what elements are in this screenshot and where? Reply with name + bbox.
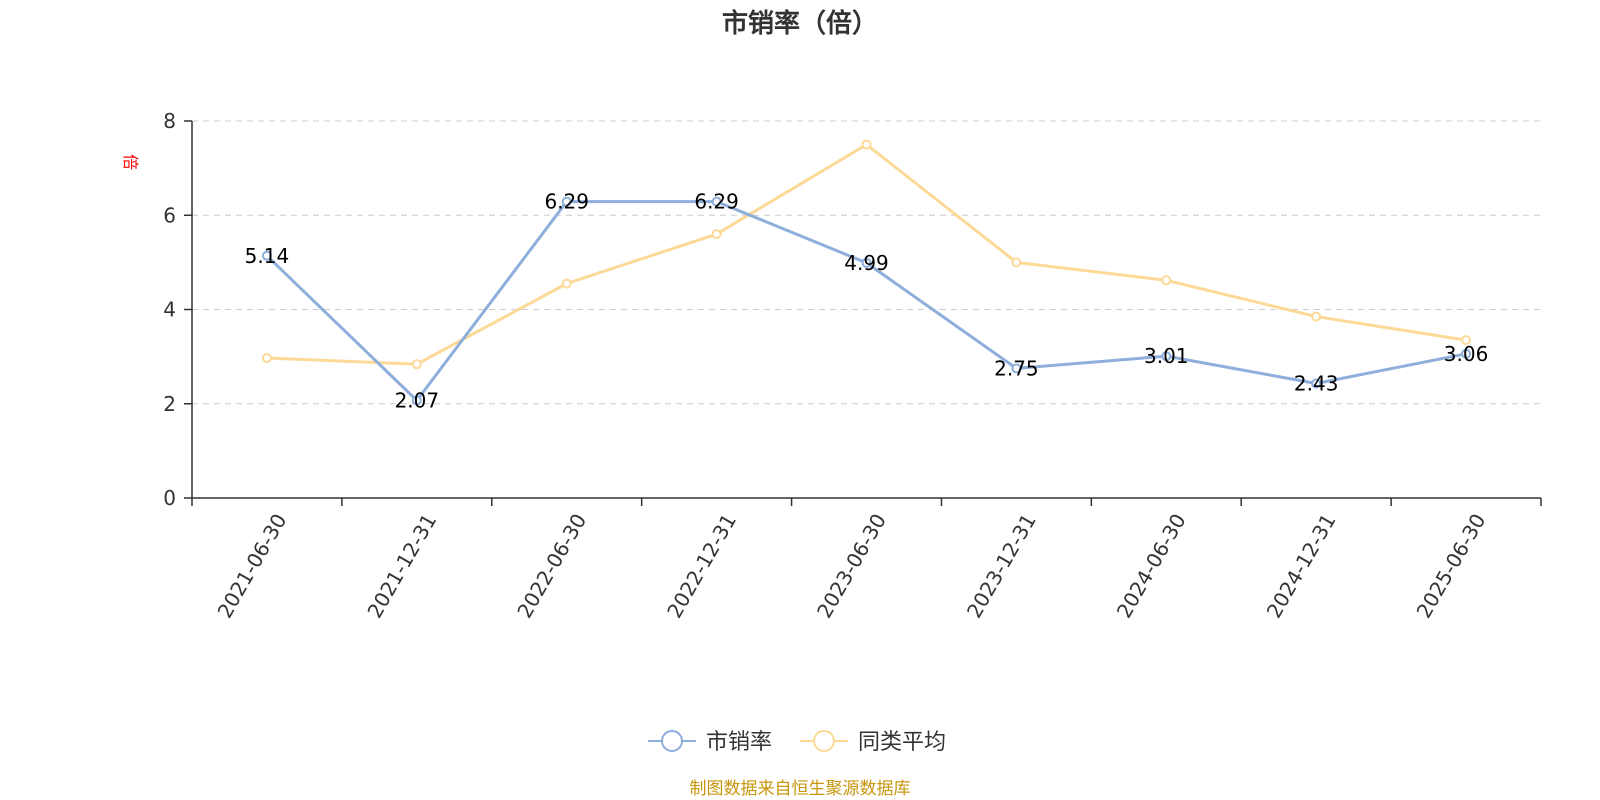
data-label-7: 2.43 [1294,371,1339,395]
series-1-point-8 [1461,335,1472,346]
series-1-point-2 [561,278,572,289]
series-0-point-8 [1461,348,1472,359]
series-line-0 [265,200,1467,402]
x-tick-label-7: 2024-12-31 [1262,510,1341,623]
data-label-2: 6.29 [544,190,589,214]
series-0-point-6 [1161,351,1172,362]
chart-title: 市销率（倍） [722,8,878,39]
legend-marker-circle-1 [813,730,835,752]
y-tick-label-4: 8 [163,109,176,133]
y-tick-label-2: 4 [163,298,176,322]
series-0-point-5 [1011,363,1022,374]
y-tick-label-3: 6 [163,203,176,227]
x-tick-label-5: 2023-12-31 [962,510,1041,623]
data-label-8: 3.06 [1444,342,1489,366]
series-1-point-0 [261,353,272,364]
legend-item-series-0[interactable]: 市销率 [648,730,772,755]
series-0-point-0 [261,250,272,261]
axes: 0 2 4 6 8 2021-06-30 2021-12-31 2022-06-30 2022-… [163,109,1542,623]
source-note: 制图数据来自恒生聚源数据库 [690,779,911,799]
y-tick-label-1: 2 [163,392,176,416]
x-tick-label-8: 2025-06-30 [1412,510,1491,623]
y-tick-label-0: 0 [163,486,176,510]
series-1-point-3 [711,229,722,240]
series-1-point-1 [411,359,422,370]
data-label-5: 2.75 [994,356,1039,380]
y-axis-label: 倍 [121,154,140,170]
x-tick-label-6: 2024-06-30 [1112,510,1191,623]
x-tick-label-2: 2022-06-30 [512,510,591,623]
x-tick-label-1: 2021-12-31 [362,510,441,623]
series-0-point-3 [711,196,722,207]
legend-label-1: 同类平均 [858,730,946,755]
series-1-point-4 [861,139,872,150]
series-1-point-6 [1161,275,1172,286]
grid [192,120,1541,405]
x-tick-label-4: 2023-06-30 [812,510,891,623]
series-1-point-7 [1311,311,1322,322]
series-1-point-5 [1011,257,1022,268]
x-tick-label-3: 2022-12-31 [662,510,741,623]
legend: 市销率 同类平均 [648,730,946,755]
series-0-point-2 [561,196,572,207]
data-label-3: 6.29 [694,190,739,214]
data-label-4: 4.99 [844,251,889,275]
series-0-point-7 [1311,378,1322,389]
legend-item-series-1[interactable]: 同类平均 [800,730,946,755]
legend-label-0: 市销率 [706,730,772,755]
series-0-point-4 [861,257,872,268]
series-group [261,139,1472,406]
legend-marker-circle-0 [661,730,683,752]
x-tick-label-0: 2021-06-30 [212,510,291,623]
data-label-0: 5.14 [245,244,290,268]
data-labels: 5.14 2.07 6.29 6.29 4.99 2.75 3.01 2.43 3.06 [245,190,1489,413]
series-0-point-1 [411,395,422,406]
data-label-6: 3.01 [1144,344,1189,368]
data-label-1: 2.07 [395,388,440,412]
